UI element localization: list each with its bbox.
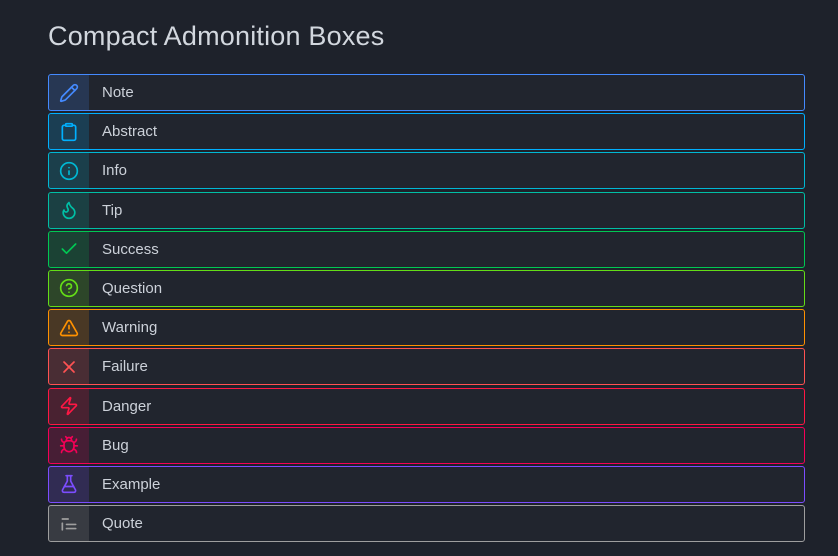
admonition-label: Question — [102, 279, 163, 297]
admonition-label: Abstract — [102, 123, 158, 141]
admonition-icon-cell — [49, 506, 89, 542]
admonition-label: Bug — [102, 436, 129, 454]
admonition-box: Danger — [48, 387, 805, 425]
admonition-box: Quote — [48, 505, 805, 543]
pencil-icon — [59, 83, 79, 102]
admonition-box: Abstract — [48, 113, 805, 151]
admonition-icon-cell — [49, 114, 89, 150]
x-icon — [63, 361, 75, 373]
page: Compact Admonition Boxes Note Abstract I… — [48, 21, 805, 543]
warning-triangle-icon — [59, 319, 79, 337]
admonition-label: Danger — [102, 397, 152, 415]
admonition-box: Warning — [48, 309, 805, 347]
bug-icon — [59, 436, 79, 454]
admonition-box: Example — [48, 465, 805, 503]
page-title: Compact Admonition Boxes — [48, 21, 385, 51]
quote-icon — [61, 517, 77, 531]
admonition-box: Question — [48, 269, 805, 307]
admonition-label: Success — [102, 240, 159, 258]
admonition-icon-cell — [49, 310, 89, 346]
admonition-icon-cell — [49, 427, 89, 463]
admonition-icon-cell — [49, 349, 89, 385]
question-circle-icon — [59, 279, 79, 298]
admonition-label: Warning — [102, 319, 158, 337]
clipboard-icon — [61, 122, 77, 141]
admonition-label: Quote — [102, 515, 143, 533]
admonition-icon-cell — [49, 231, 89, 267]
admonition-box: Note — [48, 74, 805, 112]
flame-icon — [62, 201, 76, 220]
info-circle-icon — [59, 161, 79, 181]
admonition-box: Success — [48, 230, 805, 268]
lightning-icon — [60, 396, 78, 416]
admonition-icon-cell — [49, 466, 89, 502]
admonition-box: Info — [48, 152, 805, 190]
admonition-icon-cell — [49, 270, 89, 306]
admonition-box: Failure — [48, 348, 805, 386]
admonition-label: Failure — [102, 358, 148, 376]
admonition-box: Tip — [48, 191, 805, 229]
admonition-icon-cell — [49, 192, 89, 228]
admonition-label: Example — [102, 475, 161, 493]
check-icon — [61, 243, 77, 255]
flask-icon — [61, 475, 77, 494]
admonition-label: Tip — [102, 201, 123, 219]
admonition-label: Info — [102, 162, 128, 180]
admonition-label: Note — [102, 84, 134, 102]
admonition-icon-cell — [49, 153, 89, 189]
admonition-list: Note Abstract Info Tip Success Question … — [48, 74, 805, 543]
admonition-box: Bug — [48, 426, 805, 464]
admonition-icon-cell — [49, 75, 89, 111]
admonition-icon-cell — [49, 388, 89, 424]
